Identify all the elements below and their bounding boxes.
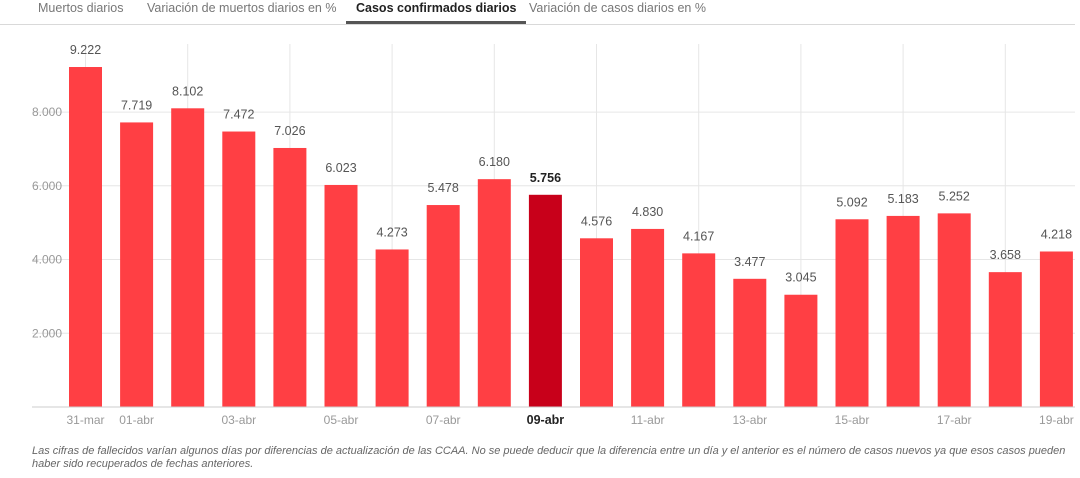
x-tick-label: 15-abr xyxy=(835,413,870,427)
y-tick-label: 2.000 xyxy=(32,326,62,340)
data-label: 4.830 xyxy=(632,205,663,219)
x-tick-label: 07-abr xyxy=(426,413,461,427)
bar xyxy=(171,108,205,408)
data-label: 6.023 xyxy=(325,161,356,175)
bar xyxy=(375,249,409,407)
data-label: 4.167 xyxy=(683,229,714,243)
data-label: 5.092 xyxy=(836,195,867,209)
bar xyxy=(835,219,869,407)
bar xyxy=(580,238,613,407)
data-label: 3.658 xyxy=(990,248,1021,262)
y-tick-label: 8.000 xyxy=(32,105,62,119)
data-label: 5.478 xyxy=(428,181,459,195)
bar xyxy=(1039,251,1073,407)
chart-tabs: Muertos diarios Variación de muertos dia… xyxy=(0,0,1075,25)
x-tick-label: 13-abr xyxy=(732,413,767,427)
bar xyxy=(222,131,256,407)
bar xyxy=(120,122,154,407)
data-label: 4.576 xyxy=(581,214,612,228)
y-tick-label: 6.000 xyxy=(32,179,62,193)
bar xyxy=(886,215,920,407)
x-tick-label: 19-abr xyxy=(1039,413,1074,427)
data-label: 3.045 xyxy=(785,271,816,285)
bar xyxy=(988,272,1022,407)
y-tick-label: 4.000 xyxy=(32,253,62,267)
data-label: 5.756 xyxy=(530,171,561,185)
bar xyxy=(324,184,358,407)
data-label: 4.218 xyxy=(1041,227,1072,241)
data-label: 5.252 xyxy=(939,189,970,203)
x-tick-label: 11-abr xyxy=(631,413,665,427)
x-tick-label: 31-mar xyxy=(66,413,104,427)
bar xyxy=(69,67,102,408)
bar xyxy=(528,194,562,407)
bar xyxy=(784,294,818,407)
x-tick-label: 09-abr xyxy=(527,413,565,427)
x-tick-label: 03-abr xyxy=(221,413,256,427)
bar xyxy=(477,179,511,407)
data-label: 5.183 xyxy=(887,192,918,206)
x-tick-label: 01-abr xyxy=(119,413,154,427)
data-label: 3.477 xyxy=(734,255,765,269)
tab-variacion-casos[interactable]: Variación de casos diarios en % xyxy=(529,1,706,15)
bar xyxy=(733,278,767,407)
x-tick-label: 05-abr xyxy=(324,413,359,427)
bar xyxy=(426,205,460,407)
bar xyxy=(273,147,307,407)
data-label: 9.222 xyxy=(70,43,101,57)
bar-chart: 2.000 4.000 6.000 8.000 9.222 7.719 8.102 7.472… xyxy=(32,43,1075,427)
data-label: 4.273 xyxy=(376,225,407,239)
x-tick-label: 17-abr xyxy=(937,413,972,427)
data-label: 7.472 xyxy=(223,108,254,122)
bar xyxy=(682,253,716,407)
data-label: 7.026 xyxy=(274,124,305,138)
tab-muertos-diarios[interactable]: Muertos diarios xyxy=(38,1,124,15)
bar xyxy=(937,213,971,407)
tab-variacion-muertos[interactable]: Variación de muertos diarios en % xyxy=(147,1,337,15)
footnote: Las cifras de fallecidos varían algunos … xyxy=(32,445,1066,470)
bar xyxy=(631,228,665,407)
data-label: 8.102 xyxy=(172,84,203,98)
data-label: 7.719 xyxy=(121,98,152,112)
tab-casos-confirmados[interactable]: Casos confirmados diarios xyxy=(346,0,527,24)
data-label: 6.180 xyxy=(479,155,510,169)
